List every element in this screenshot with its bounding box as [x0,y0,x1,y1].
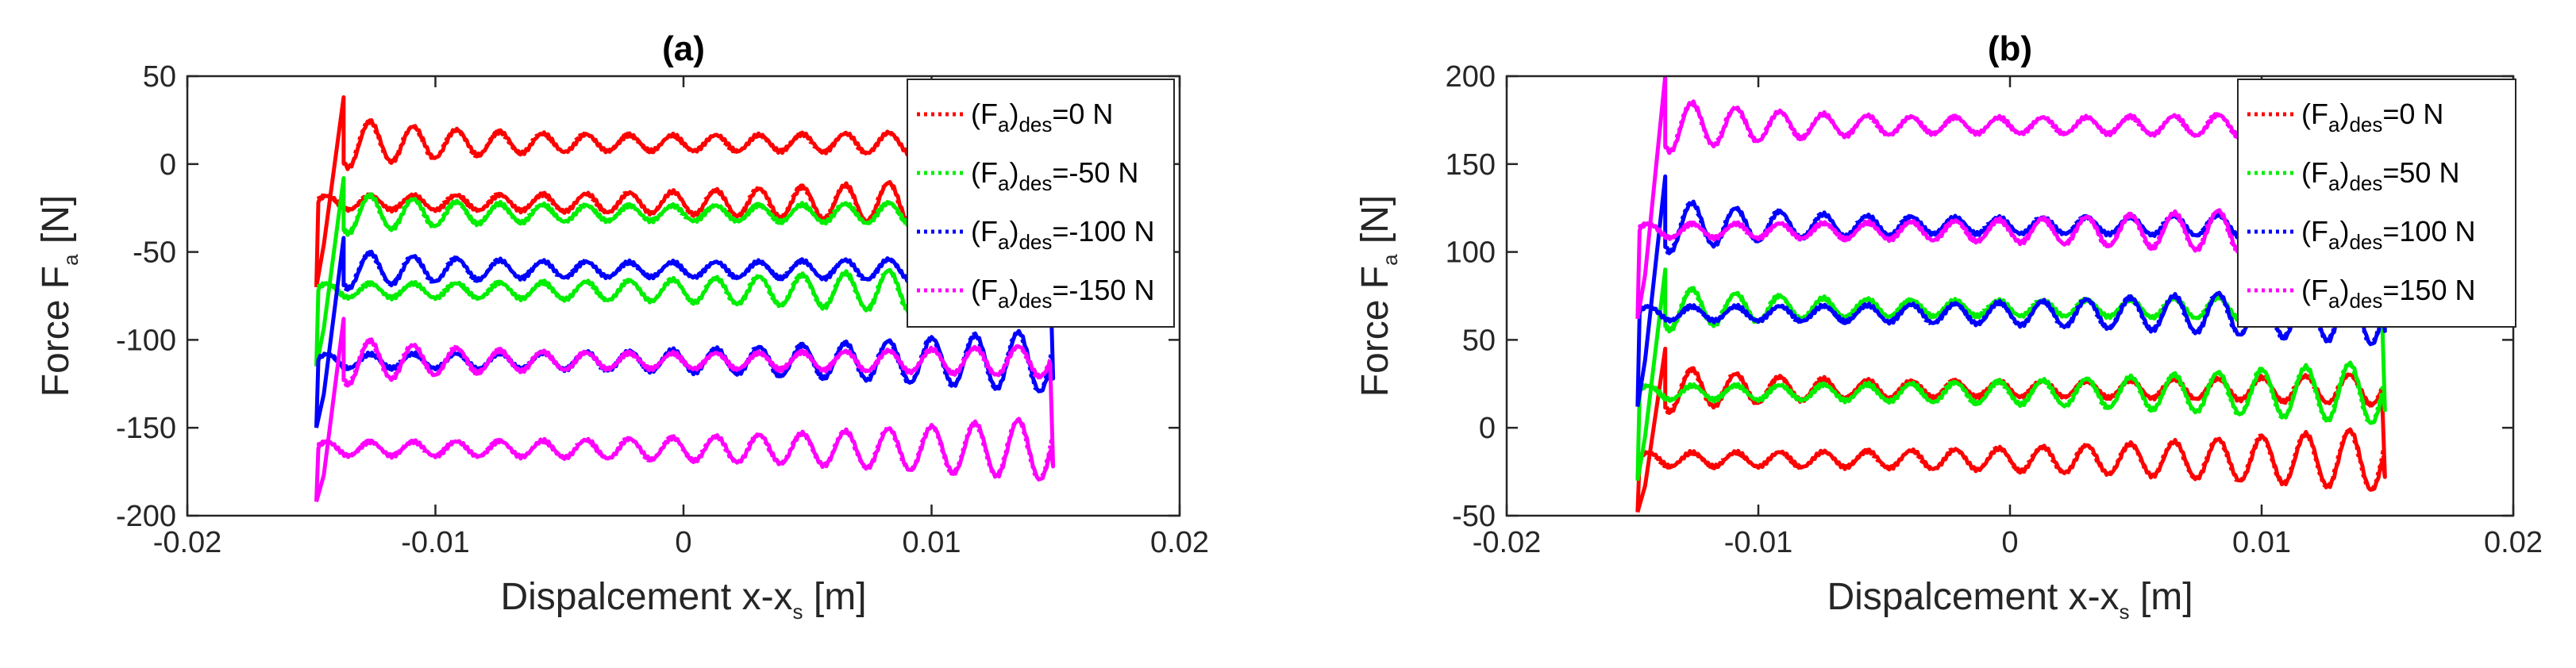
legend-entry-3: (Fa)des=-150 N [971,274,1154,313]
chart-title: (a) [662,29,705,68]
y-tick-label: 100 [1446,236,1496,270]
series-line-0-repeat [1635,347,2387,513]
x-tick-label: -0.01 [401,526,470,559]
y-tick-label: 0 [1479,412,1496,445]
chart-0: -0.02 -0.01 0 0.01 0.02 -200 -150 -100 -50 0 50 (a)… [35,29,1209,624]
y-tick-label: 50 [1462,324,1496,357]
y-tick-label: 150 [1446,148,1496,182]
legend-entry-2: (Fa)des=-100 N [971,215,1154,254]
legend-entry-0: (Fa)des=0 N [971,98,1113,136]
series-line-1-repeat [1635,267,2387,482]
series-group [1635,76,2387,513]
legend: (Fa)des=0 N (Fa)des=50 N (Fa)des=100 N (Fa)… [2237,79,2516,328]
x-tick-label: 0 [675,526,691,559]
series-line-1-repeat [314,176,1055,367]
x-tick-label: 0.01 [2232,526,2291,559]
legend-box [2237,79,2516,328]
y-tick-label: -200 [116,500,176,533]
series-line-0-repeat [314,95,1055,288]
x-tick-label: -0.02 [1473,526,1542,559]
legend-entry-1: (Fa)des=-50 N [971,156,1138,195]
legend-entry-0: (Fa)des=0 N [2301,98,2443,136]
x-tick-label: 0.02 [2484,526,2543,559]
x-tick-label: 0.01 [903,526,961,559]
y-tick-label: -150 [116,412,176,445]
legend-entry-2: (Fa)des=100 N [2301,215,2475,254]
y-tick-label: 200 [1446,60,1496,94]
y-tick-label: -50 [133,236,176,270]
legend-entry-1: (Fa)des=50 N [2301,156,2459,195]
legend: (Fa)des=0 N (Fa)des=-50 N (Fa)des=-100 N (F… [907,79,1175,328]
x-tick-label: -0.01 [1724,526,1793,559]
y-axis-label: Force Fa [N] [35,195,83,397]
y-tick-label: 50 [143,60,176,94]
series-line-2-repeat [1635,175,2387,407]
legend-box [907,79,1175,328]
x-axis-label: Dispalcement x-xs [m] [1827,576,2193,624]
y-tick-label: 0 [160,148,176,182]
x-tick-label: -0.02 [153,526,222,559]
legend-entry-3: (Fa)des=150 N [2301,274,2475,313]
x-tick-label: 0.02 [1150,526,1209,559]
series-line-3-repeat [314,317,1055,502]
x-tick-label: 0 [2001,526,2018,559]
y-tick-label: -100 [116,324,176,357]
x-axis-label: Dispalcement x-xs [m] [500,576,866,624]
y-tick-label: -50 [1452,500,1496,533]
y-axis-label: Force Fa [N] [1354,195,1402,397]
chart-1: -0.02 -0.01 0 0.01 0.02 -50 0 50 100 150 200 (b) Dis… [1354,29,2543,624]
chart-title: (b) [1988,29,2032,68]
